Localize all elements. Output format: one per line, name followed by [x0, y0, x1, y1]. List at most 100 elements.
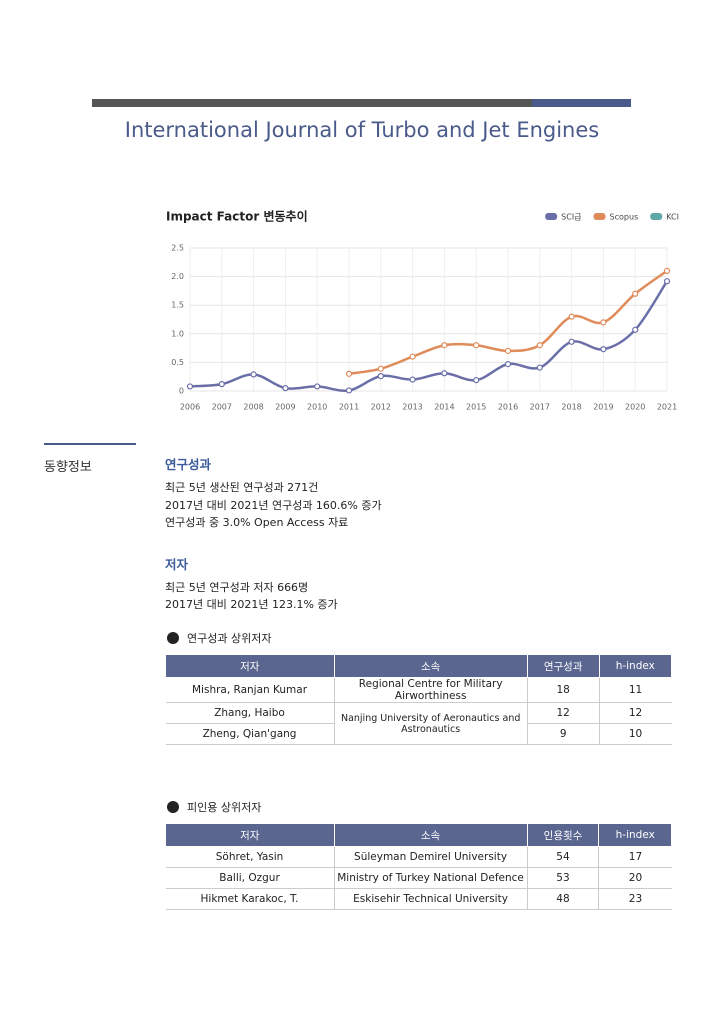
- x-tick-label: 2006: [180, 403, 200, 412]
- point: [250, 371, 257, 378]
- cell: 20: [598, 867, 672, 889]
- point: [504, 361, 512, 368]
- arrow-icon: [167, 801, 179, 813]
- y-tick-label: 1.0: [171, 329, 184, 338]
- x-tick-label: 2009: [275, 403, 295, 412]
- x-tick-label: 2014: [434, 403, 454, 412]
- point: [186, 383, 194, 390]
- legend-label: KCI: [666, 213, 679, 222]
- table-block: 연구성과 상위저자 저자 소속 연구성과 h-index Mishra, Ranjan K…: [165, 628, 673, 745]
- cell: 17: [598, 846, 672, 868]
- header-cell: h-index: [598, 823, 672, 847]
- row: Zhang, Haibo Nanjing University of Aerona…: [165, 702, 672, 745]
- x-tick-label: 2018: [561, 403, 581, 412]
- header-cell: 소속: [333, 823, 528, 847]
- table-block: 피인용 상위저자 저자 소속 인용횟수 h-index Söhret, Yasin Süle…: [165, 797, 672, 910]
- legend-swatch: [650, 213, 663, 220]
- row: Hikmet Karakoc, T. Eskisehir Technical Un…: [165, 888, 672, 910]
- x-tick-label: 2007: [212, 403, 232, 412]
- cell: 12: [526, 702, 600, 724]
- section-label: 동향정보: [44, 460, 92, 475]
- table: 저자 소속 인용횟수 h-index Söhret, Yasin Süleyman Dem…: [165, 823, 672, 910]
- table-title: 연구성과 상위저자: [165, 628, 672, 648]
- x-tick-label: 2020: [625, 403, 645, 412]
- row: Söhret, Yasin Süleyman Demirel University…: [165, 846, 672, 868]
- point: [632, 290, 639, 297]
- cell: 12: [598, 702, 672, 724]
- point: [377, 373, 384, 380]
- top-bar: [92, 99, 532, 107]
- cell: 9: [526, 723, 600, 745]
- group-line: 연구성과 중 3.0% Open Access 자료: [165, 516, 349, 529]
- header-cell: 인용횟수: [526, 823, 600, 847]
- cell: Zheng, Qian'gang: [165, 723, 335, 745]
- point: [504, 347, 512, 355]
- y-tick-label: 0: [179, 387, 184, 396]
- y-tick-label: 2.0: [171, 272, 184, 281]
- cell: 23: [598, 888, 672, 910]
- header-cell: 저자: [165, 823, 335, 847]
- cell: Söhret, Yasin: [165, 846, 335, 868]
- table-title-text: 연구성과 상위저자: [187, 632, 272, 645]
- point: [632, 326, 639, 333]
- y-tick-label: 2.5: [171, 244, 184, 253]
- point: [568, 313, 575, 320]
- point: [600, 346, 607, 353]
- top-bar-accent: [532, 99, 631, 107]
- point: [663, 278, 671, 285]
- group-line: 최근 5년 생산된 연구성과 271건: [165, 481, 319, 494]
- cell: 48: [526, 888, 599, 910]
- cell: 54: [526, 846, 599, 868]
- header-cell: 저자: [165, 654, 335, 678]
- point: [377, 365, 384, 372]
- legend-label: Scopus: [610, 213, 639, 222]
- series-line: [189, 280, 669, 393]
- point: [345, 387, 353, 394]
- cell: Eskisehir Technical University: [333, 888, 528, 910]
- group-line: 2017년 대비 2021년 연구성과 160.6% 증가: [165, 498, 382, 512]
- chart-title: Impact Factor 변동추이: [166, 209, 308, 224]
- point: [473, 342, 480, 349]
- x-tick-label: 2011: [339, 403, 359, 412]
- x-tick-label: 2013: [402, 403, 422, 412]
- x-tick-label: 2015: [466, 403, 486, 412]
- point: [600, 319, 607, 326]
- point: [473, 377, 480, 384]
- table-title-text: 피인용 상위저자: [187, 801, 262, 814]
- header-cell: h-index: [598, 654, 673, 678]
- x-tick-label: 2016: [498, 403, 518, 412]
- point: [441, 342, 448, 349]
- cell: Nanjing University of Aeronautics and As…: [333, 702, 528, 745]
- legend-label: SCI급: [561, 213, 581, 222]
- point: [409, 376, 416, 383]
- cell: Ministry of Turkey National Defence: [333, 867, 528, 889]
- legend-swatch: [593, 213, 606, 220]
- x-tick-label: 2017: [530, 403, 550, 412]
- cell: Zhang, Haibo: [165, 702, 335, 724]
- y-tick-label: 1.5: [171, 301, 184, 310]
- point: [536, 342, 543, 349]
- header-cell: 소속: [333, 654, 528, 678]
- cell: Süleyman Demirel University: [333, 846, 528, 868]
- cell: 53: [526, 867, 599, 889]
- row: Mishra, Ranjan Kumar Regional Centre for …: [165, 677, 672, 703]
- legend-swatch: [545, 213, 558, 220]
- point: [282, 385, 289, 392]
- cell: Hikmet Karakoc, T.: [165, 888, 335, 910]
- x-tick-label: 2019: [593, 403, 613, 412]
- cell: 18: [526, 677, 600, 703]
- group-heading: 연구성과: [165, 457, 212, 472]
- group-line: 2017년 대비 2021년 123.1% 증가: [165, 598, 338, 611]
- cell: 11: [598, 677, 672, 703]
- cell: Mishra, Ranjan Kumar: [165, 677, 335, 703]
- chart: Impact Factor 변동추이 0 0.5 1.0 1.5 2.0 2.5 2006 2…: [166, 209, 679, 412]
- x-tick-label: 2010: [307, 403, 327, 412]
- row: Zheng, Qian'gang 9 10: [165, 723, 672, 745]
- cell: Regional Centre for Military Airworthine…: [333, 677, 528, 703]
- point: [218, 381, 225, 388]
- point: [345, 370, 353, 377]
- header-cell: 연구성과: [526, 654, 600, 678]
- header-row: 저자 소속 연구성과 h-index: [165, 654, 673, 678]
- cell: Balli, Ozgur: [165, 867, 335, 889]
